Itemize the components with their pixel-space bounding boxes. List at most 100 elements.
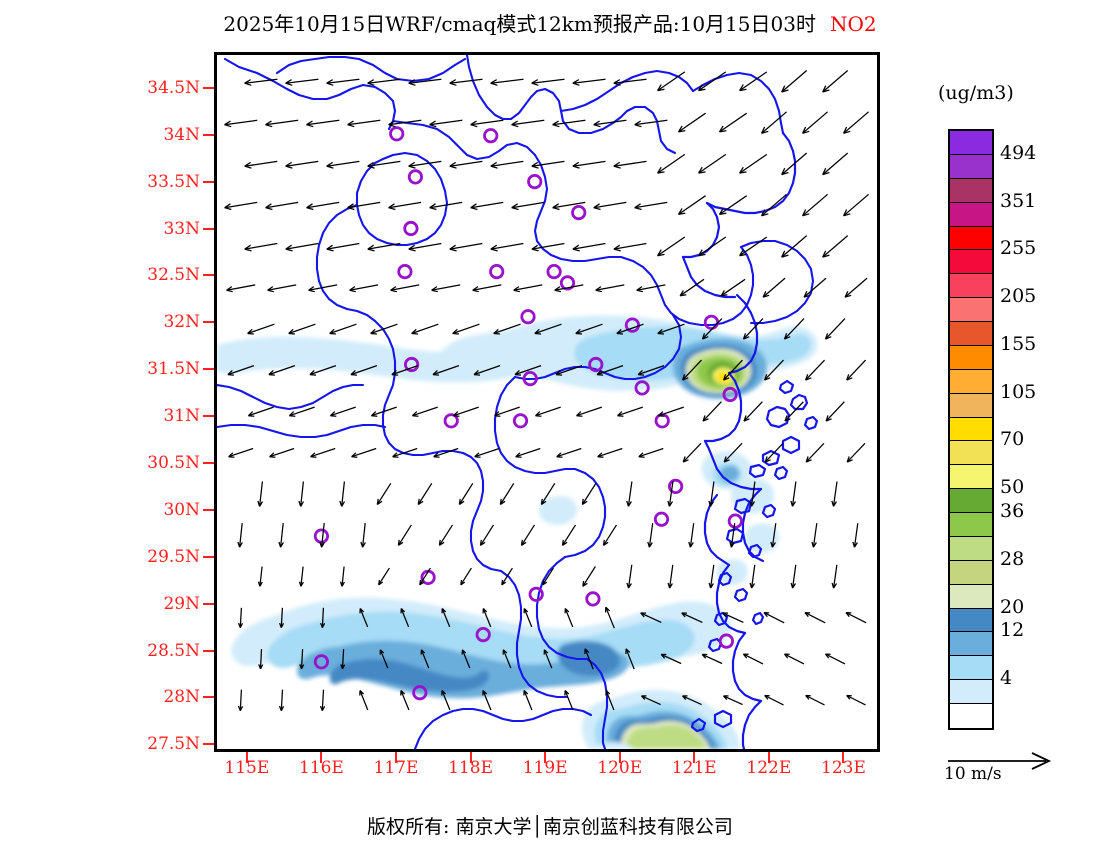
station-marker[interactable] — [653, 511, 670, 527]
colorbar-band[interactable] — [950, 584, 992, 609]
station-marker[interactable] — [443, 413, 459, 429]
station-marker[interactable] — [718, 633, 734, 649]
station-marker[interactable] — [703, 314, 719, 330]
lon-tick-mark — [320, 752, 323, 763]
wind-arrow — [390, 284, 420, 293]
wind-arrow — [367, 242, 401, 252]
wind-arrow — [224, 119, 258, 128]
colorbar-band[interactable] — [950, 369, 992, 394]
colorbar-band[interactable] — [950, 632, 992, 657]
colorbar-band[interactable] — [950, 322, 992, 346]
station-marker[interactable] — [397, 264, 413, 280]
station-marker[interactable] — [313, 654, 330, 670]
wind-arrow — [514, 365, 542, 376]
station-marker[interactable] — [522, 370, 538, 387]
lat-tick-label: 29.5N — [147, 546, 200, 567]
colorbar-band[interactable] — [950, 274, 992, 299]
colorbar-band[interactable] — [950, 202, 992, 227]
station-marker[interactable] — [624, 317, 640, 333]
station-marker[interactable] — [585, 591, 601, 607]
station-marker[interactable] — [475, 626, 491, 643]
station-marker[interactable] — [404, 356, 420, 373]
wind-arrow — [388, 201, 422, 211]
colorbar-band[interactable] — [950, 417, 992, 442]
colorbar[interactable] — [948, 129, 994, 730]
colorbar-band[interactable] — [950, 154, 992, 179]
station-marker[interactable] — [407, 169, 423, 185]
wind-arrow — [329, 406, 356, 417]
wind-arrow — [265, 201, 299, 211]
wind-arrow — [593, 201, 627, 211]
station-marker[interactable] — [527, 174, 543, 190]
lat-tick-mark — [203, 649, 214, 652]
station-marker-layer[interactable] — [313, 126, 743, 701]
colorbar-band[interactable] — [950, 298, 992, 322]
colorbar-band[interactable] — [950, 393, 992, 418]
colorbar-band[interactable] — [950, 536, 992, 561]
station-marker[interactable] — [313, 528, 330, 544]
wind-arrow — [247, 323, 275, 335]
colorbar-band[interactable] — [950, 489, 992, 513]
contour-peak-core-shanghai — [716, 371, 730, 383]
colorbar-value-label: 205 — [1000, 285, 1037, 308]
station-marker[interactable] — [727, 513, 743, 529]
wind-arrow — [453, 406, 479, 417]
station-marker[interactable] — [403, 220, 419, 237]
wind-arrow — [625, 648, 635, 670]
wind-arrow — [376, 482, 392, 506]
lat-tick-label: 33N — [163, 218, 200, 239]
wind-arrow — [576, 406, 603, 417]
wind-arrow — [347, 201, 381, 211]
station-marker[interactable] — [634, 380, 650, 396]
colorbar-value-label: 105 — [1000, 380, 1037, 403]
wind-arrow — [408, 78, 442, 86]
map-canvas[interactable] — [217, 55, 877, 749]
colorbar-band[interactable] — [950, 513, 992, 537]
station-marker[interactable] — [512, 413, 529, 429]
colorbar-band[interactable] — [950, 704, 992, 728]
station-marker[interactable] — [667, 478, 684, 494]
wind-arrow — [388, 119, 422, 128]
lon-tick-label: 118E — [448, 758, 493, 778]
colorbar-band[interactable] — [950, 441, 992, 466]
wind-arrow — [319, 689, 326, 711]
wind-arrow — [460, 567, 472, 586]
colorbar-band[interactable] — [950, 560, 992, 585]
station-marker[interactable] — [412, 685, 428, 701]
colorbar-band[interactable] — [950, 226, 992, 251]
station-marker[interactable] — [722, 386, 738, 403]
wind-arrow — [397, 524, 412, 546]
wind-arrow — [552, 119, 586, 128]
wind-arrow — [429, 201, 463, 211]
wind-arrow — [805, 359, 826, 381]
colorbar-band[interactable] — [950, 608, 992, 633]
station-marker[interactable] — [520, 309, 536, 325]
wind-arrow — [657, 323, 685, 335]
station-marker[interactable] — [389, 126, 405, 142]
wind-arrow — [770, 523, 777, 548]
station-marker[interactable] — [528, 586, 544, 602]
station-marker[interactable] — [483, 128, 499, 144]
map-plot-area[interactable] — [214, 52, 880, 752]
wind-arrow — [657, 71, 686, 92]
colorbar-band[interactable] — [950, 250, 992, 275]
wind-arrow — [718, 195, 748, 216]
colorbar-band[interactable] — [950, 656, 992, 681]
wind-arrow — [641, 695, 661, 706]
wind-arrow — [391, 365, 419, 376]
station-marker[interactable] — [546, 264, 562, 280]
colorbar-band[interactable] — [950, 465, 992, 490]
station-marker[interactable] — [571, 205, 587, 221]
station-marker[interactable] — [559, 275, 576, 291]
colorbar-band[interactable] — [950, 680, 992, 704]
colorbar-band[interactable] — [950, 178, 992, 203]
wind-arrow — [433, 447, 459, 458]
wind-arrow — [490, 78, 524, 86]
station-marker[interactable] — [588, 356, 604, 373]
colorbar-band[interactable] — [950, 131, 992, 155]
station-marker[interactable] — [489, 264, 505, 280]
contour-level-4-west — [217, 336, 533, 383]
colorbar-band[interactable] — [950, 345, 992, 370]
wind-arrow — [493, 323, 521, 335]
lat-tick-mark — [203, 415, 214, 418]
